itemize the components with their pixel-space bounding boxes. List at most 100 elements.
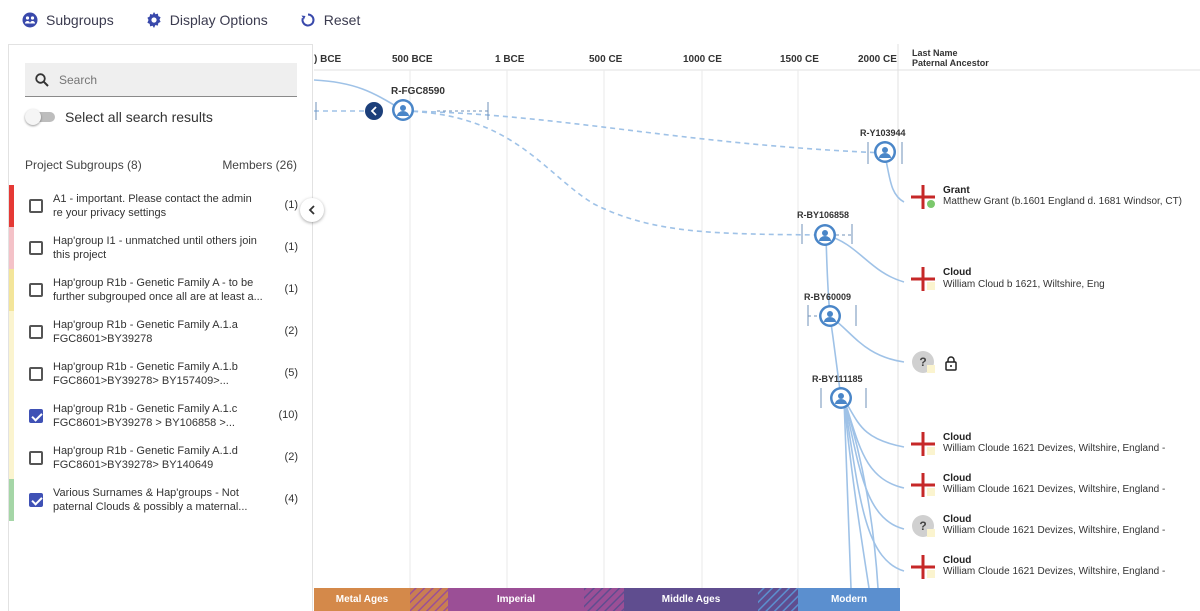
subgroup-line2: this project	[53, 249, 107, 261]
era-modern: Modern	[798, 588, 900, 611]
subgroup-line1: Hap'group R1b - Genetic Family A - to be	[53, 277, 254, 289]
subgroup-row[interactable]: A1 - important. Please contact the admin…	[9, 185, 312, 227]
subgroup-line2: re your privacy settings	[53, 207, 167, 219]
tick-500-bce: 500 BCE	[392, 54, 433, 65]
ancestor-description: William Cloud b 1621, Wiltshire, Eng	[943, 279, 1105, 290]
subgroup-checkbox[interactable]	[29, 325, 43, 339]
display-options-label: Display Options	[169, 12, 268, 28]
subgroup-line1: Hap'group R1b - Genetic Family A.1.d	[53, 445, 238, 457]
subgroup-label: A1 - important. Please contact the admin…	[53, 192, 273, 220]
subgroup-row[interactable]: Hap'group R1b - Genetic Family A.1.b FGC8…	[9, 353, 312, 395]
timeline-canvas: ??	[314, 44, 1200, 611]
question-icon: ?	[912, 515, 935, 537]
subgroup-line2: paternal Clouds & possibly a maternal...	[53, 501, 248, 513]
node-label-by111185[interactable]: R-BY111185	[812, 374, 863, 384]
ancestor-description: William Cloude 1621 Devizes, Wiltshire, …	[943, 525, 1166, 536]
subgroup-checkbox[interactable]	[29, 283, 43, 297]
subgroup-label: Hap'group R1b - Genetic Family A.1.c FGC8…	[53, 402, 273, 430]
toolbar: Subgroups Display Options Reset	[0, 0, 1200, 40]
tick-1500-ce: 1500 CE	[780, 54, 819, 65]
subgroup-row[interactable]: Hap'group R1b - Genetic Family A.1.a FGC8…	[9, 311, 312, 353]
subgroup-count: (2)	[284, 451, 298, 463]
red-cross-icon	[911, 432, 935, 456]
tick-1000-ce: 1000 CE	[683, 54, 722, 65]
red-cross-icon	[911, 555, 935, 579]
select-all-toggle[interactable]	[25, 109, 55, 125]
ancestor-description: William Cloude 1621 Devizes, Wiltshire, …	[943, 566, 1166, 577]
tick-1000-bce: ) BCE	[314, 54, 342, 65]
subgroup-line1: Hap'group R1b - Genetic Family A.1.b	[53, 361, 238, 373]
subgroup-label: Hap'group I1 - unmatched until others jo…	[53, 234, 273, 262]
subgroup-checkbox[interactable]	[29, 451, 43, 465]
expand-node-button[interactable]	[365, 102, 383, 120]
red-cross-icon	[911, 267, 935, 291]
ancestor-surname: Cloud	[943, 267, 972, 278]
ancestor-surname: Cloud	[943, 514, 972, 525]
subgroup-line2: FGC8601>BY39278> BY157409>...	[53, 375, 229, 387]
timeline-view: ?? ) BCE 500 BCE 1 BCE 500 CE 1000 CE 15…	[314, 44, 1200, 611]
subgroup-line1: Hap'group R1b - Genetic Family A.1.c	[53, 403, 238, 415]
subgroup-label: Hap'group R1b - Genetic Family A - to be…	[53, 276, 273, 304]
subgroup-row[interactable]: Hap'group R1b - Genetic Family A - to be…	[9, 269, 312, 311]
subgroup-color-bar	[9, 437, 14, 479]
select-all-label: Select all search results	[65, 109, 213, 125]
collapse-panel-button[interactable]	[300, 198, 324, 222]
era-metal-ages: Metal Ages	[314, 588, 410, 611]
ancestor-description: William Cloude 1621 Devizes, Wiltshire, …	[943, 484, 1166, 495]
node-label-y103944[interactable]: R-Y103944	[860, 128, 906, 138]
question-icon: ?	[912, 351, 935, 373]
subgroup-checkbox[interactable]	[29, 409, 43, 423]
subgroup-row[interactable]: Hap'group I1 - unmatched until others jo…	[9, 227, 312, 269]
subgroup-color-bar	[9, 311, 14, 353]
reset-label: Reset	[323, 12, 361, 28]
subgroups-label: Subgroups	[46, 12, 114, 28]
subgroup-color-bar	[9, 479, 14, 521]
subgroup-line1: Various Surnames & Hap'groups - Not	[53, 487, 239, 499]
search-box[interactable]	[25, 63, 297, 97]
node-label-by60009[interactable]: R-BY60009	[804, 292, 852, 302]
subgroup-line2: FGC8601>BY39278	[53, 333, 153, 345]
node-label-fgc8590[interactable]: R-FGC8590	[391, 86, 445, 97]
search-input[interactable]	[59, 72, 279, 87]
subgroup-color-bar	[9, 353, 14, 395]
subgroup-checkbox[interactable]	[29, 367, 43, 381]
subgroup-line1: Hap'group R1b - Genetic Family A.1.a	[53, 319, 238, 331]
tick-2000-ce: 2000 CE	[858, 54, 897, 65]
era-imperial: Imperial	[448, 588, 584, 611]
ancestor-description: Matthew Grant (b.1601 England d. 1681 Wi…	[943, 196, 1183, 207]
paternal-ancestor-header: Paternal Ancestor	[912, 58, 989, 68]
subgroup-color-bar	[9, 185, 14, 227]
subgroup-color-bar	[9, 227, 14, 269]
reset-button[interactable]: Reset	[300, 12, 361, 28]
subgroup-row[interactable]: Various Surnames & Hap'groups - Not pater…	[9, 479, 312, 521]
subgroup-checkbox[interactable]	[29, 493, 43, 507]
red-cross-icon	[911, 185, 935, 209]
ancestor-surname: Cloud	[943, 432, 972, 443]
display-options-button[interactable]: Display Options	[146, 12, 268, 28]
lock-icon	[945, 356, 957, 371]
subgroup-checkbox[interactable]	[29, 199, 43, 213]
subgroup-checkbox[interactable]	[29, 241, 43, 255]
subgroup-label: Hap'group R1b - Genetic Family A.1.a FGC8…	[53, 318, 273, 346]
subgroup-color-bar	[9, 395, 14, 437]
reset-icon	[301, 13, 315, 27]
subgroup-line2: FGC8601>BY39278 > BY106858 >...	[53, 417, 235, 429]
ancestor-surname: Cloud	[943, 473, 972, 484]
subgroups-button[interactable]: Subgroups	[22, 12, 114, 28]
subgroups-header: Project Subgroups (8)	[25, 158, 142, 172]
ancestor-surname: Grant	[943, 185, 970, 196]
node-label-by106858[interactable]: R-BY106858	[797, 210, 850, 220]
subgroup-count: (5)	[284, 367, 298, 379]
subgroups-icon	[22, 12, 38, 28]
subgroup-line1: A1 - important. Please contact the admin	[53, 193, 252, 205]
subgroup-color-bar	[9, 269, 14, 311]
subgroup-line2: FGC8601>BY39278> BY140649	[53, 459, 214, 471]
subgroup-count: (1)	[284, 283, 298, 295]
subgroups-panel: Select all search results Project Subgro…	[8, 44, 313, 611]
tick-1-bce: 1 BCE	[495, 54, 525, 65]
subgroup-row[interactable]: Hap'group R1b - Genetic Family A.1.d FGC8…	[9, 437, 312, 479]
haplogroup-nodes	[365, 99, 896, 409]
gear-icon	[147, 12, 161, 28]
subgroup-list: A1 - important. Please contact the admin…	[9, 185, 312, 521]
subgroup-row[interactable]: Hap'group R1b - Genetic Family A.1.c FGC8…	[9, 395, 312, 437]
